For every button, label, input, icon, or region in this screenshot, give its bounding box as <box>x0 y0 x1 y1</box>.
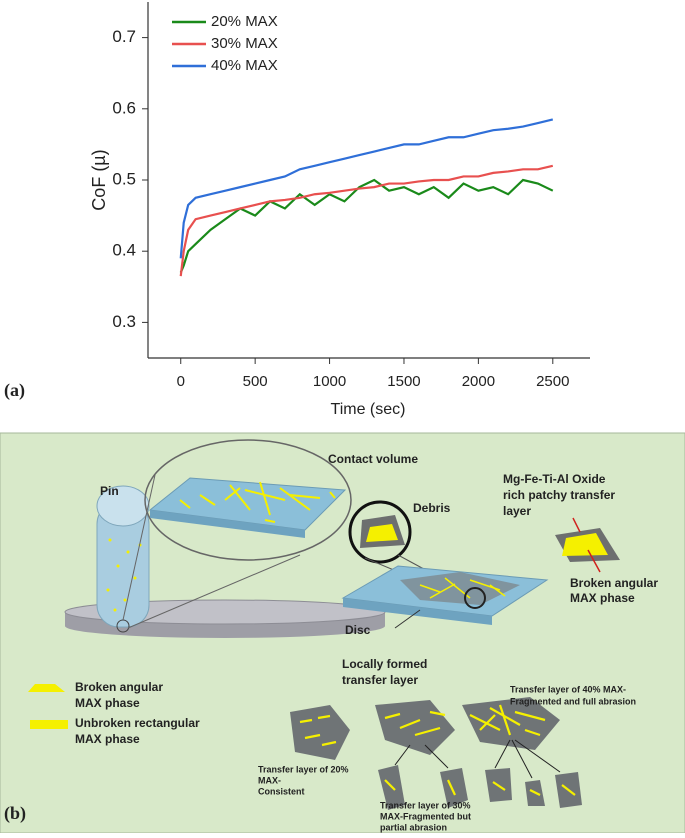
x-tick-label: 2000 <box>462 373 495 390</box>
legend-broken: MAX phase <box>75 696 140 710</box>
layer-40-label: Fragmented and full abrasion <box>510 696 636 706</box>
legend-label: 30% MAX <box>211 35 278 52</box>
legend-unbroken-icon <box>30 720 68 729</box>
arrow <box>587 549 601 573</box>
layer-30-label: MAX-Fragmented but <box>380 811 471 821</box>
y-tick-label: 0.6 <box>112 98 136 117</box>
pin-label: Pin <box>100 484 119 498</box>
debris-site <box>464 587 486 609</box>
legend-broken: Broken angular <box>75 680 163 694</box>
disc-label: Disc <box>345 623 371 637</box>
zoom-circle <box>144 439 352 561</box>
series-line <box>179 118 554 259</box>
broken-label: MAX phase <box>570 591 635 605</box>
series-line <box>179 164 554 277</box>
x-axis-label: Time (sec) <box>331 401 406 418</box>
layer-20-label: Transfer layer of 20% <box>258 764 349 774</box>
legend-broken-icon <box>28 684 65 692</box>
pointer <box>394 609 421 629</box>
y-tick-label: 0.4 <box>112 241 136 260</box>
transfer-label: Locally formed <box>342 657 427 671</box>
y-tick-label: 0.3 <box>112 312 136 331</box>
layer-30-label: Transfer layer of 30% <box>380 800 471 810</box>
debris-label: Debris <box>413 501 451 515</box>
legend-unbroken: MAX phase <box>75 732 140 746</box>
zoom-line <box>127 554 301 629</box>
legend-unbroken: Unbroken rectangular <box>75 716 200 730</box>
layer-20-label: MAX- <box>258 775 281 785</box>
y-tick-label: 0.5 <box>112 169 136 188</box>
panel-label: (b) <box>4 803 26 824</box>
zoom-line <box>122 474 156 621</box>
contact-volume: Contact volume <box>328 452 418 466</box>
diagram: (b) Contact volume Disc Pin Debris <box>0 432 685 834</box>
contact-block <box>148 477 347 531</box>
x-tick-label: 1500 <box>387 373 420 390</box>
transfer-patch <box>400 572 520 605</box>
debris-circle <box>348 500 412 564</box>
broken-label: Broken angular <box>570 576 658 590</box>
oxide-label: rich patchy transfer <box>503 488 615 502</box>
disc-side <box>65 612 385 638</box>
series-line <box>179 178 554 273</box>
arrow <box>572 517 581 533</box>
contact-block-side <box>150 510 305 538</box>
transfer-particles <box>299 704 576 796</box>
x-tick-label: 1000 <box>313 373 346 390</box>
x-tick-label: 0 <box>177 373 185 390</box>
fragment-arrows <box>394 739 561 779</box>
oxide-label: layer <box>503 504 531 518</box>
transfer-label: transfer layer <box>342 673 418 687</box>
layer-20-label: Consistent <box>258 786 305 796</box>
pin-top <box>96 485 150 527</box>
x-tick-label: 500 <box>243 373 268 390</box>
legend-label: 40% MAX <box>211 57 278 74</box>
debris-max <box>366 524 398 542</box>
debris-max <box>562 533 608 556</box>
legend-label: 20% MAX <box>211 13 278 30</box>
layer-40-label: Transfer layer of 40% MAX- <box>510 684 626 694</box>
oxide-label: Mg-Fe-Ti-Al Oxide <box>503 472 606 486</box>
x-tick-label: 2500 <box>536 373 569 390</box>
contact-particles <box>179 481 336 523</box>
y-tick-label: 0.7 <box>112 27 136 46</box>
layer-30-label: partial abrasion <box>380 822 447 832</box>
y-axis-label: CoF (µ) <box>89 149 109 210</box>
panel-label: (a) <box>4 380 25 401</box>
plot: 0.3 0.4 0.5 0.6 0.7 0 500 1000 1500 2000 2500 20% M… <box>112 13 569 390</box>
disc-particles <box>419 577 506 599</box>
